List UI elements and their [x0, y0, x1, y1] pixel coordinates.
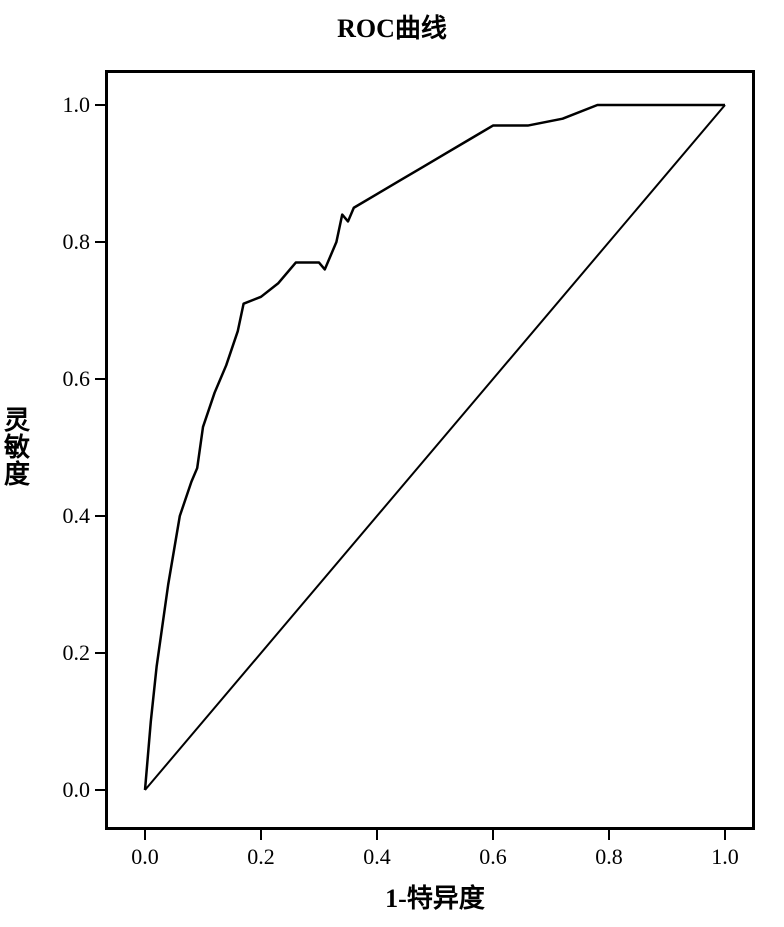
chart-svg	[0, 0, 784, 927]
diagonal-reference-line	[145, 105, 725, 790]
y-tick-label: 0.8	[45, 229, 90, 255]
y-tick-label: 1.0	[45, 92, 90, 118]
y-tick-label: 0.0	[45, 777, 90, 803]
x-tick-label: 1.0	[711, 844, 739, 870]
x-tick-label: 0.6	[479, 844, 507, 870]
y-tick	[95, 378, 105, 380]
x-tick	[724, 830, 726, 840]
x-tick	[376, 830, 378, 840]
x-tick-label: 0.8	[595, 844, 623, 870]
y-tick	[95, 515, 105, 517]
x-tick	[492, 830, 494, 840]
y-tick	[95, 652, 105, 654]
chart-container: ROC曲线 灵敏度 1-特异度 0.00.20.40.60.81.00.00.2…	[0, 0, 784, 927]
y-axis-label: 灵敏度	[4, 407, 30, 489]
x-tick	[260, 830, 262, 840]
x-tick-label: 0.2	[247, 844, 275, 870]
y-tick	[95, 241, 105, 243]
x-tick-label: 0.0	[131, 844, 159, 870]
x-tick-label: 0.4	[363, 844, 391, 870]
x-tick	[144, 830, 146, 840]
y-tick-label: 0.4	[45, 503, 90, 529]
x-axis-label: 1-特异度	[145, 878, 725, 915]
y-tick-label: 0.6	[45, 366, 90, 392]
y-tick-label: 0.2	[45, 640, 90, 666]
x-tick	[608, 830, 610, 840]
y-tick	[95, 104, 105, 106]
y-tick	[95, 789, 105, 791]
